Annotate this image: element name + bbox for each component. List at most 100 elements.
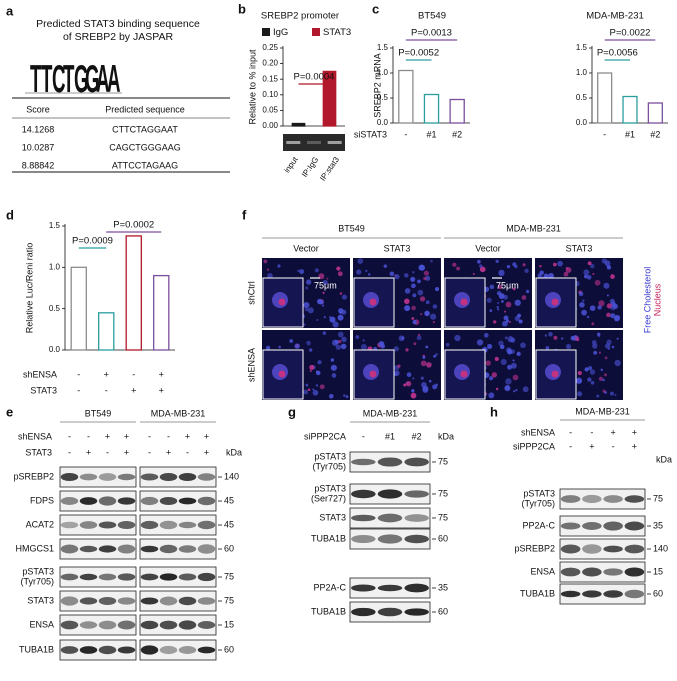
blot-label: ENSA	[530, 566, 555, 576]
cell	[304, 307, 309, 312]
blot-band	[197, 597, 216, 605]
cell	[592, 343, 598, 349]
cell	[418, 264, 426, 271]
y-tick-label: 0.0	[377, 118, 389, 127]
blot-band	[60, 620, 79, 630]
blot-band	[60, 596, 79, 606]
cell	[610, 274, 615, 279]
cell	[341, 309, 347, 315]
cell	[312, 389, 319, 396]
blot-label: pSTAT3	[314, 483, 346, 493]
cell	[504, 336, 508, 340]
logo-letter-group: A	[96, 58, 110, 101]
unit-label: kDa	[438, 431, 454, 441]
inset-nucleus	[551, 370, 559, 378]
blot-band	[60, 472, 79, 482]
cell	[513, 390, 516, 393]
cell	[343, 394, 346, 397]
blot-label: (Tyr705)	[521, 498, 555, 508]
blot-band	[140, 620, 159, 630]
cell	[524, 268, 529, 273]
condition-value: +	[632, 427, 637, 437]
cell	[487, 343, 493, 350]
blot-band	[159, 497, 178, 505]
cell	[592, 272, 595, 275]
cell	[314, 268, 319, 273]
y-tick-label: 0.5	[377, 93, 389, 102]
cell	[583, 269, 590, 276]
blot-label: (Ser727)	[311, 493, 346, 503]
cell	[411, 389, 415, 393]
kda-label: 60	[224, 543, 234, 553]
cell	[606, 294, 609, 297]
bar	[622, 95, 638, 124]
blot-band	[377, 489, 403, 499]
cell	[428, 379, 432, 383]
bar	[423, 93, 440, 124]
cell	[606, 339, 612, 345]
cell	[552, 262, 557, 267]
cell	[609, 298, 615, 304]
cell	[308, 348, 313, 352]
cell	[338, 339, 342, 344]
bar	[597, 72, 613, 124]
blot-label: STAT3	[27, 595, 54, 605]
cell	[307, 388, 311, 392]
blot-band	[351, 458, 376, 466]
condition-name: shENSA	[23, 369, 57, 379]
cell	[341, 294, 347, 300]
blot-band	[117, 620, 136, 630]
blot-band	[159, 645, 178, 655]
stain-label: Nucleus	[652, 283, 662, 316]
blot-band	[79, 473, 98, 481]
chart-title: BT549	[418, 11, 446, 22]
blot-band	[560, 544, 581, 554]
cell	[365, 269, 368, 273]
blot-band	[159, 573, 178, 581]
scale-label: 75μm	[496, 280, 519, 290]
blot-image	[59, 466, 137, 488]
logo-letter-group: A	[107, 58, 121, 101]
blot-band	[351, 584, 376, 592]
bar	[98, 312, 115, 351]
cell	[454, 334, 461, 342]
condition-value: -	[186, 447, 189, 457]
column-label: Vector	[293, 243, 319, 253]
blot-band	[140, 573, 159, 581]
cell	[405, 380, 412, 387]
cell	[321, 304, 325, 307]
cell	[412, 319, 417, 325]
significance-label: P=0.0056	[597, 48, 638, 59]
kda-label: 75	[438, 512, 448, 522]
cell	[334, 339, 340, 345]
condition-value: +	[610, 427, 615, 437]
cell	[360, 343, 367, 351]
blot-image	[139, 590, 217, 612]
cell	[303, 389, 309, 395]
inset-nucleus	[369, 370, 377, 378]
bar	[647, 102, 663, 124]
cell	[570, 335, 576, 341]
blot-band	[79, 497, 98, 505]
cell	[495, 259, 499, 264]
y-tick-label: 1.5	[576, 43, 588, 52]
gel-lane-label: input	[282, 155, 300, 175]
cell	[315, 370, 319, 373]
blot-band	[79, 573, 98, 581]
blot-band	[351, 489, 376, 499]
blot-label: HMGCS1	[15, 543, 54, 553]
logo-letter: T	[63, 58, 75, 101]
cell	[403, 383, 407, 387]
cell	[598, 351, 602, 355]
cell	[323, 316, 326, 319]
blot-band	[351, 607, 376, 617]
bar	[291, 122, 306, 127]
y-tick-label: 1.0	[49, 262, 61, 271]
cell	[563, 271, 569, 277]
cell	[328, 393, 334, 399]
cell	[435, 353, 438, 356]
blot-band	[178, 545, 197, 553]
cell	[425, 345, 429, 349]
cell	[404, 298, 410, 305]
gel-band	[327, 141, 342, 144]
